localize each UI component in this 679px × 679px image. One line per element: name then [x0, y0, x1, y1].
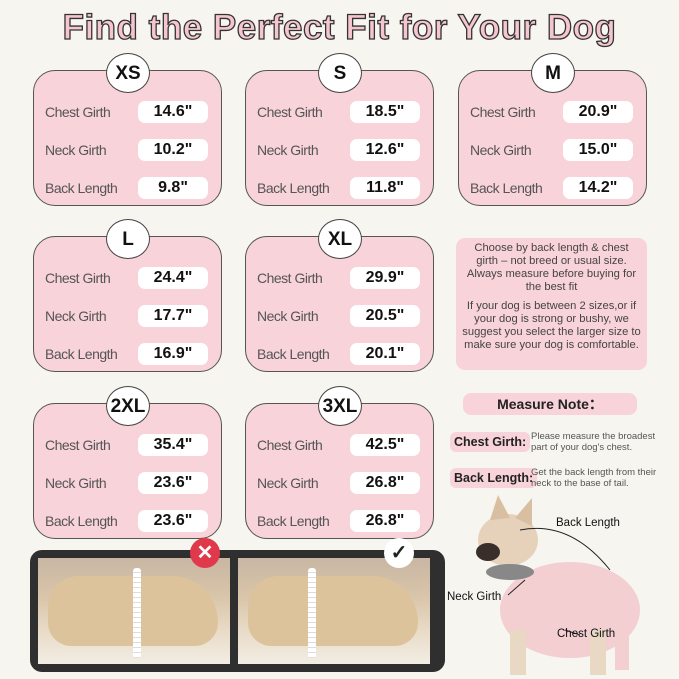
x-icon: ✕	[190, 538, 220, 568]
measure-row-back: Back Length 14.2"	[470, 177, 640, 199]
measure-value: 10.2"	[138, 139, 208, 161]
measure-value: 26.8"	[350, 510, 420, 532]
measure-label: Back Length	[45, 180, 118, 196]
size-card-3xl: 3XL Chest Girth 42.5" Neck Girth 26.8" B…	[245, 386, 434, 539]
measure-label: Back Length	[257, 513, 330, 529]
page-title: Find the Perfect Fit for Your Dog	[62, 7, 617, 47]
measure-label: Back Length	[45, 346, 118, 362]
measure-label: Chest Girth	[257, 104, 323, 120]
wrong-measure-photo	[38, 558, 230, 664]
size-card-l: L Chest Girth 24.4" Neck Girth 17.7" Bac…	[33, 219, 222, 372]
measure-value: 9.8"	[138, 177, 208, 199]
measure-label: Chest Girth	[45, 270, 111, 286]
measure-value: 12.6"	[350, 139, 420, 161]
size-badge: XS	[106, 53, 150, 93]
measure-label: Chest Girth	[45, 104, 111, 120]
chest-girth-desc: Please measure the broadest part of your…	[531, 431, 656, 453]
measure-row-back: Back Length 16.9"	[45, 343, 215, 365]
measure-label: Chest Girth	[470, 104, 536, 120]
size-card-xs: XS Chest Girth 14.6" Neck Girth 10.2" Ba…	[33, 53, 222, 206]
size-badge: S	[318, 53, 362, 93]
measure-value: 15.0"	[563, 139, 633, 161]
dog-diagram-image	[476, 495, 640, 675]
measure-label: Neck Girth	[257, 142, 319, 158]
measure-label: Neck Girth	[45, 142, 107, 158]
measure-row-neck: Neck Girth 26.8"	[257, 472, 427, 494]
measure-row-back: Back Length 23.6"	[45, 510, 215, 532]
measure-value: 42.5"	[350, 434, 420, 456]
measure-note-title: Measure Note：	[463, 393, 637, 415]
size-badge: M	[531, 53, 575, 93]
measure-row-chest: Chest Girth 35.4"	[45, 434, 215, 456]
tip-text: Choose by back length & chest girth – no…	[466, 242, 637, 293]
measure-label: Neck Girth	[45, 308, 107, 324]
measure-label: Chest Girth	[257, 437, 323, 453]
measure-value: 14.6"	[138, 101, 208, 123]
back-length-desc: Get the back length from their neck to t…	[531, 467, 657, 489]
measure-value: 23.6"	[138, 472, 208, 494]
diagram-chest-girth: Chest Girth	[557, 628, 616, 640]
size-card-2xl: 2XL Chest Girth 35.4" Neck Girth 23.6" B…	[33, 386, 222, 539]
measure-label: Chest Girth	[257, 270, 323, 286]
size-badge: XL	[318, 219, 362, 259]
size-card-m: M Chest Girth 20.9" Neck Girth 15.0" Bac…	[458, 53, 647, 206]
size-tip: Choose by back length & chest girth – no…	[456, 238, 647, 370]
right-measure-photo	[238, 558, 430, 664]
measure-value: 17.7"	[138, 305, 208, 327]
size-badge: 3XL	[318, 386, 362, 426]
measure-label: Back Length	[257, 180, 330, 196]
size-badge: 2XL	[106, 386, 150, 426]
tip-text: If your dog is between 2 sizes,or if you…	[462, 300, 641, 351]
measure-label: Neck Girth	[257, 475, 319, 491]
measure-row-neck: Neck Girth 15.0"	[470, 139, 640, 161]
measure-value: 14.2"	[563, 177, 633, 199]
back-length-key: Back Length:	[450, 468, 538, 488]
measuring-comparison-panel: ✕ ✓	[30, 538, 445, 672]
check-icon: ✓	[384, 538, 414, 568]
measure-value: 16.9"	[138, 343, 208, 365]
measure-value: 20.9"	[563, 101, 633, 123]
measure-value: 20.5"	[350, 305, 420, 327]
size-badge: L	[106, 219, 150, 259]
measure-value: 29.9"	[350, 267, 420, 289]
size-card-s: S Chest Girth 18.5" Neck Girth 12.6" Bac…	[245, 53, 434, 206]
measure-row-neck: Neck Girth 12.6"	[257, 139, 427, 161]
measure-row-chest: Chest Girth 42.5"	[257, 434, 427, 456]
measure-row-chest: Chest Girth 14.6"	[45, 101, 215, 123]
measure-label: Neck Girth	[45, 475, 107, 491]
measure-value: 23.6"	[138, 510, 208, 532]
measure-row-neck: Neck Girth 23.6"	[45, 472, 215, 494]
measure-value: 11.8"	[350, 177, 420, 199]
measure-value: 18.5"	[350, 101, 420, 123]
measure-row-back: Back Length 9.8"	[45, 177, 215, 199]
measure-label: Neck Girth	[257, 308, 319, 324]
measure-value: 24.4"	[138, 267, 208, 289]
size-card-xl: XL Chest Girth 29.9" Neck Girth 20.5" Ba…	[245, 219, 434, 372]
measure-row-back: Back Length 11.8"	[257, 177, 427, 199]
measure-row-neck: Neck Girth 17.7"	[45, 305, 215, 327]
measure-value: 35.4"	[138, 434, 208, 456]
measure-label: Back Length	[257, 346, 330, 362]
measure-row-chest: Chest Girth 24.4"	[45, 267, 215, 289]
measure-label: Chest Girth	[45, 437, 111, 453]
measure-label: Back Length	[45, 513, 118, 529]
diagram-neck-girth: Neck Girth	[447, 591, 502, 603]
measure-row-chest: Chest Girth 29.9"	[257, 267, 427, 289]
measure-row-chest: Chest Girth 18.5"	[257, 101, 427, 123]
measure-label: Neck Girth	[470, 142, 532, 158]
measure-row-neck: Neck Girth 10.2"	[45, 139, 215, 161]
measure-row-neck: Neck Girth 20.5"	[257, 305, 427, 327]
measure-value: 20.1"	[350, 343, 420, 365]
measure-row-chest: Chest Girth 20.9"	[470, 101, 640, 123]
chest-girth-key: Chest Girth:	[450, 432, 531, 452]
diagram-back-length: Back Length	[556, 517, 620, 529]
measure-value: 26.8"	[350, 472, 420, 494]
measure-row-back: Back Length 20.1"	[257, 343, 427, 365]
measure-row-back: Back Length 26.8"	[257, 510, 427, 532]
measure-label: Back Length	[470, 180, 543, 196]
